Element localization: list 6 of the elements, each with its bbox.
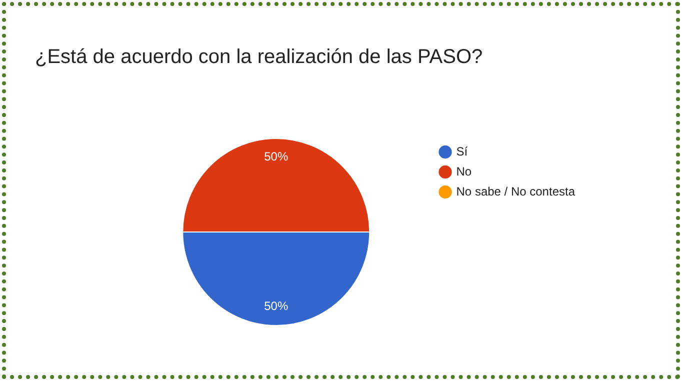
chart-title: ¿Está de acuerdo con la realización de las PASO? xyxy=(35,46,483,69)
data-label: 50% xyxy=(264,299,288,314)
legend-label: No sabe / No contesta xyxy=(456,184,576,198)
legend-label: Sí xyxy=(456,144,468,158)
legend-label: No xyxy=(456,164,472,178)
data-label: 50% xyxy=(264,150,288,164)
